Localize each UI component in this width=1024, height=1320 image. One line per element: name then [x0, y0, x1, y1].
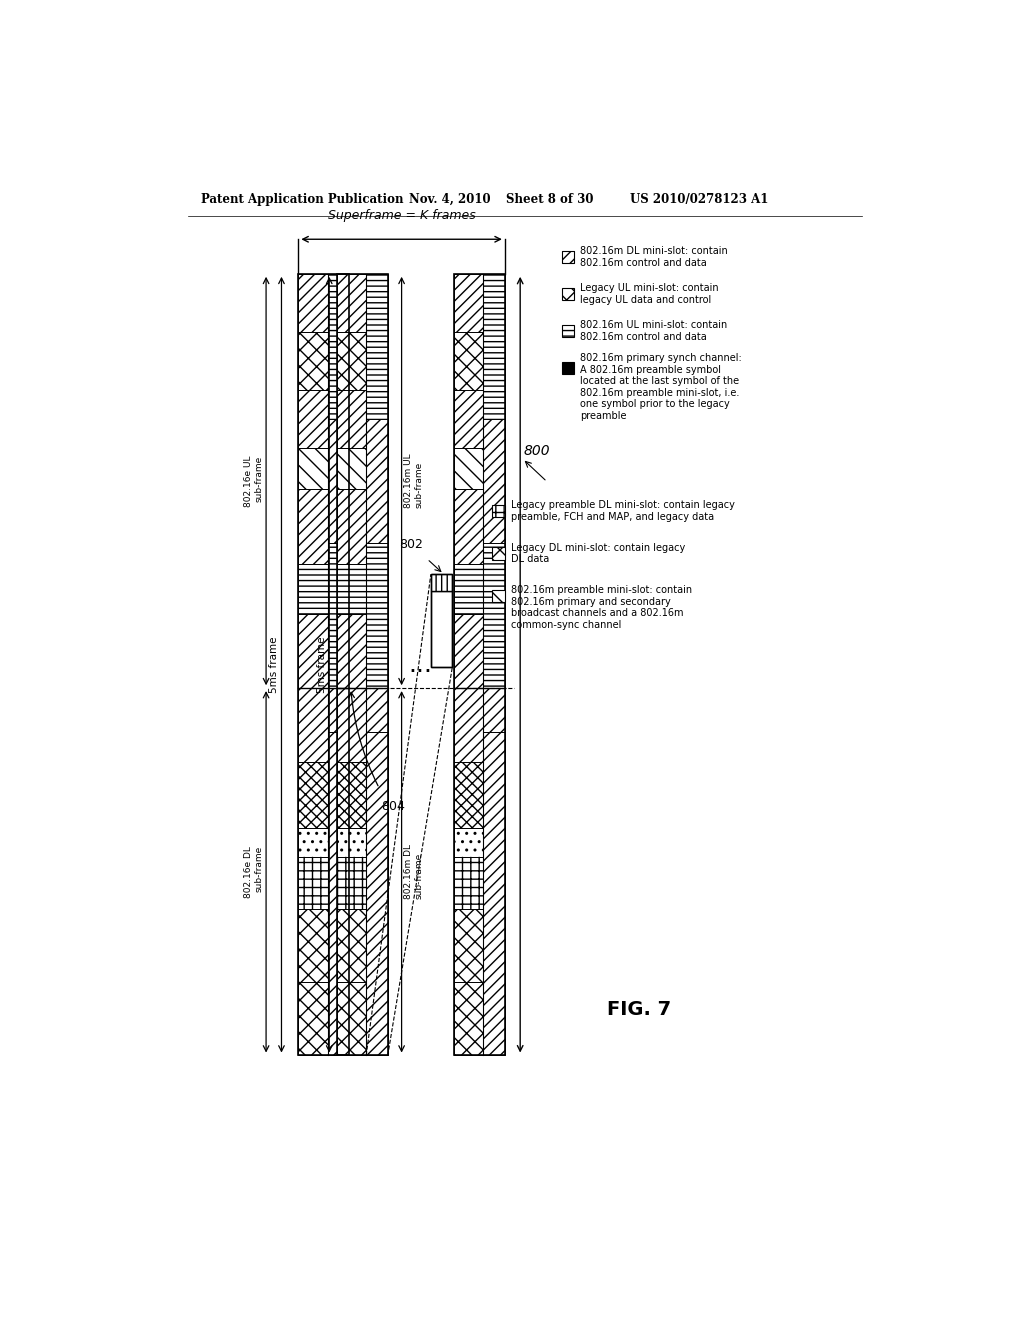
Bar — [454, 275, 505, 1056]
Bar — [562, 362, 574, 374]
Bar — [454, 908, 483, 982]
Bar — [367, 688, 388, 733]
Text: 802.16e UL
sub-frame: 802.16e UL sub-frame — [245, 455, 264, 507]
Bar — [328, 275, 349, 418]
Bar — [454, 275, 483, 331]
Bar — [337, 275, 367, 331]
Bar — [367, 275, 388, 418]
Bar — [454, 828, 483, 857]
Bar — [298, 982, 328, 1056]
Bar — [328, 418, 349, 543]
Text: 802.16m DL
sub-frame: 802.16m DL sub-frame — [403, 845, 423, 899]
Bar — [454, 688, 483, 762]
Bar — [483, 688, 505, 733]
Text: 800: 800 — [524, 444, 551, 458]
Bar — [454, 762, 483, 828]
Bar — [298, 447, 328, 490]
Bar — [562, 325, 574, 337]
Bar — [483, 733, 505, 1056]
Bar — [431, 591, 453, 667]
Text: Legacy preamble DL mini-slot: contain legacy
preamble, FCH and MAP, and legacy d: Legacy preamble DL mini-slot: contain le… — [511, 500, 735, 521]
Bar — [298, 908, 328, 982]
Text: 802.16m UL mini-slot: contain
802.16m control and data: 802.16m UL mini-slot: contain 802.16m co… — [581, 319, 727, 342]
Bar — [493, 548, 505, 560]
Bar — [298, 828, 328, 857]
Bar — [454, 564, 483, 614]
Bar — [298, 857, 328, 908]
Bar — [337, 908, 367, 982]
Bar — [298, 275, 328, 331]
Text: 802.16m UL
sub-frame: 802.16m UL sub-frame — [403, 454, 423, 508]
Bar — [562, 288, 574, 300]
Bar — [328, 733, 349, 1056]
Bar — [454, 389, 483, 447]
Bar — [562, 251, 574, 263]
Text: Legacy UL mini-slot: contain
legacy UL data and control: Legacy UL mini-slot: contain legacy UL d… — [581, 282, 719, 305]
Bar — [298, 688, 328, 762]
Bar — [493, 590, 505, 602]
Text: Superframe = K frames: Superframe = K frames — [328, 210, 475, 222]
Bar — [337, 564, 367, 614]
Bar — [337, 331, 367, 389]
Bar — [298, 614, 328, 688]
Bar — [454, 331, 483, 389]
Bar — [337, 275, 388, 1056]
Text: Patent Application Publication: Patent Application Publication — [202, 193, 403, 206]
Text: 802.16m preamble mini-slot: contain
802.16m primary and secondary
broadcast chan: 802.16m preamble mini-slot: contain 802.… — [511, 585, 692, 630]
Bar — [337, 982, 367, 1056]
Bar — [337, 490, 367, 564]
Bar — [337, 857, 367, 908]
Text: 802: 802 — [399, 539, 423, 552]
Text: 5ms frame: 5ms frame — [316, 636, 327, 693]
Text: 804: 804 — [382, 800, 406, 813]
Bar — [454, 447, 483, 490]
Bar — [367, 733, 388, 1056]
Bar — [483, 543, 505, 688]
Text: 802.16e DL
sub-frame: 802.16e DL sub-frame — [245, 846, 264, 898]
Text: US 2010/0278123 A1: US 2010/0278123 A1 — [630, 193, 768, 206]
Bar — [298, 389, 328, 447]
Bar — [454, 982, 483, 1056]
Bar — [328, 688, 349, 733]
Bar — [454, 857, 483, 908]
Bar — [337, 762, 367, 828]
Bar — [493, 504, 505, 517]
Text: 5ms frame: 5ms frame — [269, 636, 280, 693]
Bar — [337, 389, 367, 447]
Bar — [298, 490, 328, 564]
Bar — [454, 490, 483, 564]
Bar — [328, 543, 349, 688]
Text: 802.16m primary synch channel:
A 802.16m preamble symbol
located at the last sym: 802.16m primary synch channel: A 802.16m… — [581, 352, 742, 421]
Bar — [367, 418, 388, 543]
Text: Nov. 4, 2010: Nov. 4, 2010 — [410, 193, 490, 206]
Bar — [298, 564, 328, 614]
Bar — [483, 275, 505, 418]
Text: 802.16m DL mini-slot: contain
802.16m control and data: 802.16m DL mini-slot: contain 802.16m co… — [581, 246, 728, 268]
Text: ...: ... — [409, 652, 433, 677]
Bar — [431, 574, 453, 591]
Bar — [298, 331, 328, 389]
Bar — [367, 543, 388, 688]
Bar — [483, 418, 505, 543]
Bar — [298, 275, 349, 1056]
Bar — [337, 614, 367, 688]
Bar — [431, 574, 453, 667]
Bar — [454, 614, 483, 688]
Text: FIG. 7: FIG. 7 — [606, 999, 671, 1019]
Bar — [337, 447, 367, 490]
Bar — [298, 762, 328, 828]
Text: Sheet 8 of 30: Sheet 8 of 30 — [506, 193, 594, 206]
Bar — [337, 688, 367, 762]
Text: Legacy DL mini-slot: contain legacy
DL data: Legacy DL mini-slot: contain legacy DL d… — [511, 543, 685, 564]
Bar — [337, 828, 367, 857]
